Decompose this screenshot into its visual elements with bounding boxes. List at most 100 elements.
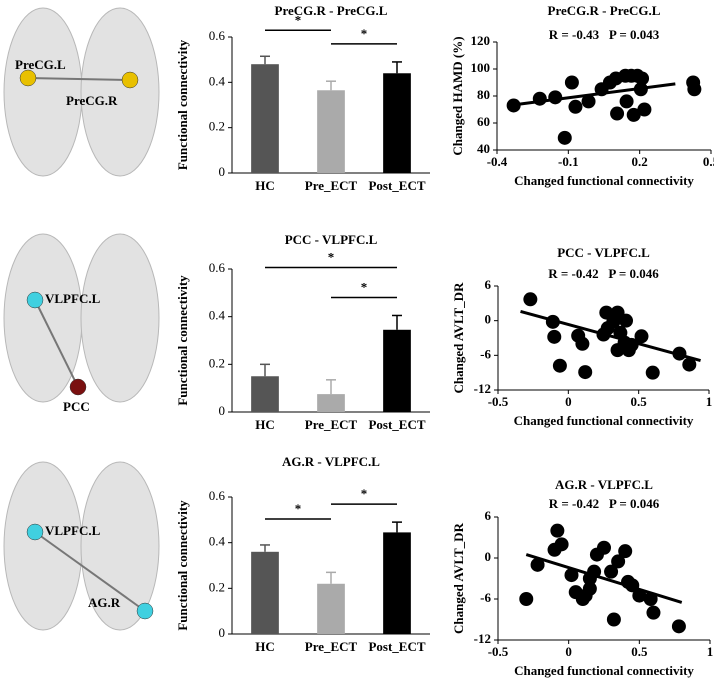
point — [578, 365, 593, 380]
chart-subtitle: R = -0.42 P = 0.046 — [548, 266, 659, 281]
y-tick-label: 0 — [485, 549, 492, 564]
y-axis-label: Functional connectivity — [175, 39, 190, 170]
y-axis-label: Functional connectivity — [175, 500, 190, 631]
point — [645, 365, 660, 380]
x-tick-label: Post_ECT — [368, 639, 425, 654]
point — [619, 313, 634, 328]
point — [632, 588, 647, 603]
significance-label: * — [328, 249, 335, 264]
brain-hemisphere — [80, 461, 160, 631]
x-tick-label: 0.2 — [632, 154, 648, 169]
y-tick-label: 0 — [219, 403, 226, 418]
significance-label: * — [295, 12, 302, 27]
bar — [383, 73, 411, 173]
fit-line — [525, 553, 683, 604]
x-tick-label: 1 — [707, 644, 714, 659]
point — [621, 343, 636, 358]
brain-hemisphere — [3, 461, 83, 631]
brain-node — [26, 291, 44, 309]
y-axis-label: Changed AVLT_DR — [451, 522, 466, 634]
y-tick-label: 80 — [477, 87, 490, 102]
point — [532, 91, 547, 106]
chart-title: PreCG.R - PreCG.L — [275, 3, 388, 18]
point — [634, 329, 649, 344]
y-tick-label: 0.2 — [209, 355, 225, 370]
significance-label: * — [361, 279, 368, 294]
y-tick-label: 0.6 — [209, 28, 226, 43]
bar — [317, 90, 345, 173]
point — [618, 544, 633, 559]
node-label: VLPFC.L — [45, 291, 101, 306]
x-tick-label: Pre_ECT — [305, 178, 358, 193]
point — [643, 592, 658, 606]
brain-node — [26, 523, 44, 541]
point — [564, 568, 579, 583]
node-label: PreCG.R — [66, 93, 118, 108]
bar — [317, 394, 345, 412]
bar — [383, 329, 411, 412]
y-tick-label: -12 — [474, 381, 491, 396]
point — [568, 99, 583, 114]
x-tick-label: -0.5 — [488, 644, 509, 659]
chart-title: AG.R - VLPFC.L — [555, 477, 653, 492]
point — [610, 106, 625, 121]
node-label: VLPFC.L — [45, 523, 101, 538]
y-tick-label: 0.2 — [209, 579, 225, 594]
x-tick-label: -0.4 — [487, 154, 508, 169]
brain-hemisphere — [80, 7, 160, 177]
y-tick-label: -12 — [474, 631, 491, 646]
y-tick-label: 0 — [219, 164, 226, 179]
x-axis-label: Changed functional connectivity — [514, 413, 694, 428]
x-tick-label: 1 — [706, 394, 713, 409]
y-tick-label: 0 — [219, 625, 226, 640]
x-tick-label: 0.5 — [631, 644, 648, 659]
point — [557, 130, 572, 145]
node-label: AG.R — [88, 595, 121, 610]
x-tick-label: 0.5 — [703, 154, 714, 169]
point — [606, 612, 621, 627]
y-axis-label: Functional connectivity — [175, 275, 190, 406]
point — [582, 581, 597, 596]
y-tick-label: 0.6 — [209, 488, 226, 503]
node-label: PreCG.L — [15, 57, 66, 72]
point — [637, 102, 652, 117]
y-tick-label: 100 — [471, 60, 491, 75]
x-tick-label: -0.5 — [488, 394, 509, 409]
y-axis-label: Changed AVLT_DR — [451, 282, 466, 394]
y-tick-label: 120 — [471, 33, 491, 48]
point — [530, 557, 545, 572]
y-tick-label: 0.4 — [209, 73, 226, 88]
brain-node — [69, 378, 87, 396]
point — [635, 71, 650, 86]
y-tick-label: 6 — [485, 508, 492, 523]
point — [554, 537, 569, 552]
point — [552, 358, 567, 373]
point — [626, 107, 641, 122]
point — [671, 619, 686, 634]
y-tick-label: 0.4 — [209, 308, 226, 323]
brain-node — [121, 71, 139, 89]
y-tick-label: 0.6 — [209, 260, 226, 275]
point — [682, 357, 697, 372]
point — [604, 564, 619, 579]
node-label: PCC — [63, 399, 90, 414]
point — [547, 329, 562, 344]
point — [619, 94, 634, 109]
point — [550, 523, 565, 538]
point — [523, 292, 538, 307]
connection — [27, 77, 131, 81]
x-tick-label: HC — [255, 417, 275, 432]
x-tick-label: 0.5 — [631, 394, 648, 409]
x-tick-label: HC — [255, 639, 275, 654]
point — [597, 540, 611, 555]
point — [564, 75, 579, 90]
x-tick-label: Post_ECT — [368, 417, 425, 432]
point — [575, 336, 590, 351]
significance-label: * — [361, 486, 368, 501]
brain-node — [136, 602, 154, 620]
y-tick-label: 6 — [485, 277, 492, 292]
bar — [251, 376, 279, 412]
fit-line — [508, 82, 676, 107]
chart-title: PCC - VLPFC.L — [557, 245, 650, 260]
